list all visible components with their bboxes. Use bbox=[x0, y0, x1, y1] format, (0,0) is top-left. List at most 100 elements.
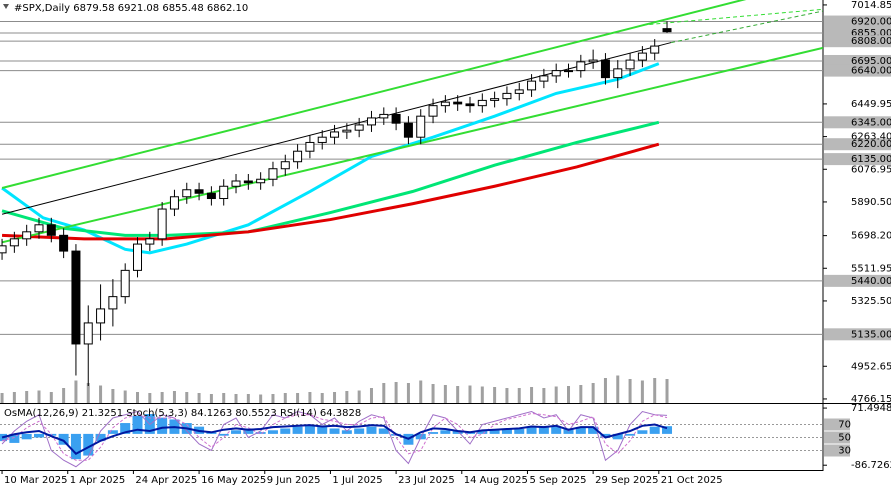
candle-body bbox=[108, 296, 118, 310]
x-tick-label: 14 Aug 2025 bbox=[464, 475, 528, 486]
candle-body bbox=[219, 185, 229, 200]
level-label-box bbox=[824, 15, 891, 28]
level-label-box bbox=[824, 328, 891, 341]
candle-body bbox=[182, 189, 192, 198]
volume-bar bbox=[197, 393, 201, 403]
volume-bar bbox=[493, 387, 497, 403]
volume-bar bbox=[86, 383, 90, 403]
level-label: 5440.00 bbox=[851, 276, 891, 287]
histogram-bar bbox=[292, 426, 303, 434]
volume-bar bbox=[628, 379, 632, 403]
chart-title: #SPX,Daily 6879.58 6921.08 6855.48 6862.… bbox=[14, 3, 248, 14]
x-tick-label: 1 Apr 2025 bbox=[70, 475, 125, 486]
candle-body bbox=[514, 89, 524, 94]
indicator-line bbox=[1, 120, 660, 237]
volume-bar bbox=[443, 385, 447, 403]
level-label-box bbox=[824, 35, 891, 48]
candle-body bbox=[0, 245, 7, 254]
level-label-box bbox=[824, 138, 891, 151]
y-tick-label: 4766.15 bbox=[851, 394, 891, 405]
candle-body bbox=[403, 122, 413, 138]
y-tick-label: 50 bbox=[838, 433, 851, 444]
volume-bar bbox=[333, 392, 337, 403]
volume-bar bbox=[185, 392, 189, 403]
y-tick-label: 6449.95 bbox=[851, 99, 891, 110]
histogram-bar bbox=[243, 428, 254, 434]
histogram-bar bbox=[33, 433, 44, 438]
indicator-line bbox=[1, 62, 660, 255]
candle-body bbox=[280, 161, 290, 170]
volume-bar bbox=[579, 385, 583, 403]
volume-bar bbox=[222, 393, 226, 403]
volume-bar bbox=[37, 390, 41, 403]
main-pane bbox=[0, 0, 823, 403]
candle-body bbox=[305, 141, 315, 152]
level-label-box bbox=[824, 153, 891, 166]
level-label: 6920.00 bbox=[851, 17, 891, 28]
candle-body bbox=[256, 178, 266, 184]
candle-body bbox=[637, 52, 647, 61]
indicator-line bbox=[1, 46, 823, 244]
volume-bar bbox=[246, 394, 250, 403]
volume-bar bbox=[603, 378, 607, 403]
indicator-line bbox=[671, 10, 823, 44]
y-tick-label: 5511.95 bbox=[851, 263, 891, 274]
histogram-bar bbox=[267, 430, 278, 434]
volume-bar bbox=[123, 390, 127, 403]
volume-bar bbox=[554, 386, 558, 403]
candle-body bbox=[317, 136, 327, 143]
x-tick-label: 23 Jul 2025 bbox=[398, 475, 455, 486]
volume-bar bbox=[320, 393, 324, 403]
histogram-bar bbox=[514, 428, 525, 434]
histogram-bar bbox=[21, 433, 32, 440]
indicator-title: OsMA(12,26,9) 21.3251 Stoch(5,3,3) 84.12… bbox=[4, 408, 361, 419]
level-label-box bbox=[824, 54, 891, 67]
histogram-bar bbox=[662, 426, 673, 434]
y-tick-label: 6076.95 bbox=[851, 164, 891, 175]
histogram-bar bbox=[588, 426, 599, 434]
candle-body bbox=[527, 80, 537, 91]
volume-bar bbox=[345, 391, 349, 403]
volume-bar bbox=[653, 378, 657, 403]
histogram-bar bbox=[477, 431, 488, 434]
histogram-bar bbox=[329, 428, 340, 434]
histogram-bar bbox=[304, 424, 315, 434]
volume-bar bbox=[406, 383, 410, 403]
indicator-line bbox=[1, 0, 747, 189]
volume-bar bbox=[160, 392, 164, 403]
candle-body bbox=[502, 92, 512, 100]
histogram-bar bbox=[70, 433, 81, 460]
candle-body bbox=[453, 101, 463, 105]
volume-bar bbox=[517, 388, 521, 403]
histogram-bar bbox=[157, 417, 168, 434]
level-label: 5135.00 bbox=[851, 329, 891, 340]
volume-bar bbox=[591, 383, 595, 403]
volume-bar bbox=[505, 388, 509, 403]
volume-bar bbox=[419, 380, 423, 403]
histogram-bar bbox=[231, 430, 242, 434]
candle-body bbox=[293, 150, 303, 163]
y-tick-label: 5890.50 bbox=[851, 197, 891, 208]
candle-body bbox=[9, 238, 19, 247]
candle-body bbox=[477, 99, 487, 107]
volume-bar bbox=[468, 385, 472, 403]
histogram-bar bbox=[341, 430, 352, 434]
candle-body bbox=[145, 238, 155, 245]
volume-bar bbox=[172, 391, 176, 403]
volume-bar bbox=[271, 394, 275, 403]
histogram-bar bbox=[132, 415, 143, 434]
candle-body bbox=[194, 189, 204, 194]
histogram-bar bbox=[649, 426, 660, 434]
indicator-pane bbox=[0, 410, 823, 468]
volume-bar bbox=[542, 388, 546, 403]
y2-tick-label: -86.7262 bbox=[851, 460, 891, 471]
y-tick-label: 4952.65 bbox=[851, 361, 891, 372]
volume-bar bbox=[567, 386, 571, 403]
volume-bar bbox=[431, 384, 435, 403]
candle-body bbox=[366, 117, 376, 126]
candle-body bbox=[243, 180, 253, 184]
candle-body bbox=[71, 250, 81, 345]
